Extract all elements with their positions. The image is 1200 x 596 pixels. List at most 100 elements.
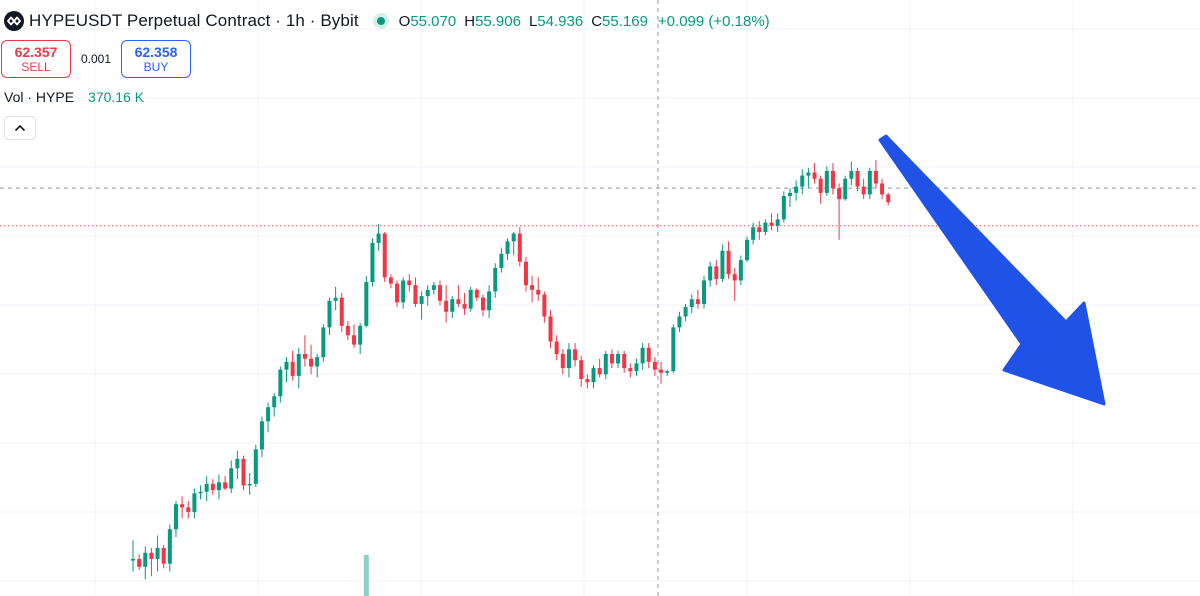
candle-body xyxy=(352,335,357,345)
candle-body xyxy=(517,233,522,262)
candle-up xyxy=(566,343,571,378)
candle-down xyxy=(579,355,584,387)
candle-body xyxy=(321,327,326,358)
candle-down xyxy=(345,321,350,340)
candle-up xyxy=(364,275,369,328)
candle-down xyxy=(880,178,885,200)
candle-down xyxy=(536,277,541,301)
candle-body xyxy=(585,379,590,383)
candle-body xyxy=(849,170,854,179)
sell-price: 62.357 xyxy=(14,43,58,60)
candle-body xyxy=(315,357,320,367)
candle-body xyxy=(702,280,707,304)
candle-body xyxy=(376,233,381,243)
candle-body xyxy=(137,558,142,567)
collapse-legend-button[interactable] xyxy=(4,116,36,140)
candle-body xyxy=(327,300,332,328)
candle-down xyxy=(444,285,449,323)
candle-body xyxy=(284,361,289,370)
candle-body xyxy=(886,194,891,203)
candle-up xyxy=(843,175,848,201)
candle-up xyxy=(376,224,381,251)
spread-value: 0.001 xyxy=(80,52,112,66)
candle-down xyxy=(548,310,553,348)
candle-body xyxy=(738,260,743,281)
ohlc-close: C55.169 xyxy=(591,12,648,30)
candle-body xyxy=(652,361,657,370)
candle-body xyxy=(272,396,277,408)
candle-body xyxy=(223,482,228,489)
ohlc-low: L54.936 xyxy=(528,12,584,30)
candle-body xyxy=(370,242,375,283)
candle-body xyxy=(597,368,602,375)
candle-up xyxy=(787,188,792,207)
candle-down xyxy=(646,343,651,369)
volume-label: Vol · HYPE xyxy=(4,89,75,105)
candle-body xyxy=(659,369,664,373)
candle-up xyxy=(720,244,725,283)
candle-body xyxy=(542,294,547,317)
candle-up xyxy=(266,402,271,433)
chevron-up-icon xyxy=(14,124,26,132)
candle-down xyxy=(161,544,166,569)
candle-body xyxy=(787,192,792,196)
trade-panel: 62.357 SELL 0.001 62.358 BUY xyxy=(1,40,191,78)
candle-body xyxy=(474,289,479,298)
candle-body xyxy=(566,349,571,369)
candle-body xyxy=(278,369,283,397)
candle-up xyxy=(204,476,209,502)
candle-body xyxy=(186,507,191,513)
buy-button[interactable]: 62.358 BUY xyxy=(121,40,191,78)
candle-body xyxy=(438,285,442,301)
candle-body xyxy=(216,482,221,491)
candle-down xyxy=(585,374,590,389)
candle-down xyxy=(180,496,185,519)
sell-button[interactable]: 62.357 SELL xyxy=(1,40,71,78)
candle-up xyxy=(419,291,424,320)
candle-body xyxy=(167,529,172,564)
candle-body xyxy=(493,267,498,292)
market-status-icon[interactable] xyxy=(372,13,389,29)
candle-body xyxy=(720,250,725,279)
candle-down xyxy=(462,292,467,315)
chart-title[interactable]: HYPEUSDT Perpetual Contract · 1h · Bybit xyxy=(29,11,359,30)
candle-body xyxy=(382,233,387,278)
candle-body xyxy=(775,219,780,226)
candle-up xyxy=(450,296,455,319)
candle-up xyxy=(143,546,148,580)
candle-up xyxy=(296,347,301,389)
candle-up xyxy=(499,247,504,273)
candle-down xyxy=(474,288,479,301)
down-arrow-annotation[interactable] xyxy=(878,134,1106,406)
candle-down xyxy=(573,343,578,367)
candle-body xyxy=(683,307,688,317)
candle-down xyxy=(855,167,860,192)
candle-body xyxy=(247,483,252,486)
candle-body xyxy=(401,280,406,303)
candle-body xyxy=(695,299,700,304)
candle-down xyxy=(382,231,387,283)
candle-body xyxy=(345,325,350,336)
candle-up xyxy=(155,535,160,572)
candle-up xyxy=(867,167,872,200)
candle-body xyxy=(530,285,535,290)
candle-body xyxy=(505,241,510,254)
candle-down xyxy=(609,349,614,369)
candle-up xyxy=(794,180,799,201)
sell-label: SELL xyxy=(21,59,51,74)
candle-body xyxy=(726,250,731,275)
candle-body xyxy=(143,552,148,567)
candle-down xyxy=(241,455,246,491)
candle-body xyxy=(413,285,418,304)
candle-body xyxy=(450,299,455,312)
candle-body xyxy=(873,170,878,184)
candle-up xyxy=(229,460,234,494)
candle-up xyxy=(173,501,178,538)
candle-up xyxy=(671,324,676,373)
candle-down xyxy=(769,213,774,231)
candle-down xyxy=(480,294,485,317)
candle-up xyxy=(824,166,829,196)
candle-body xyxy=(180,504,185,508)
candle-up xyxy=(505,238,510,261)
